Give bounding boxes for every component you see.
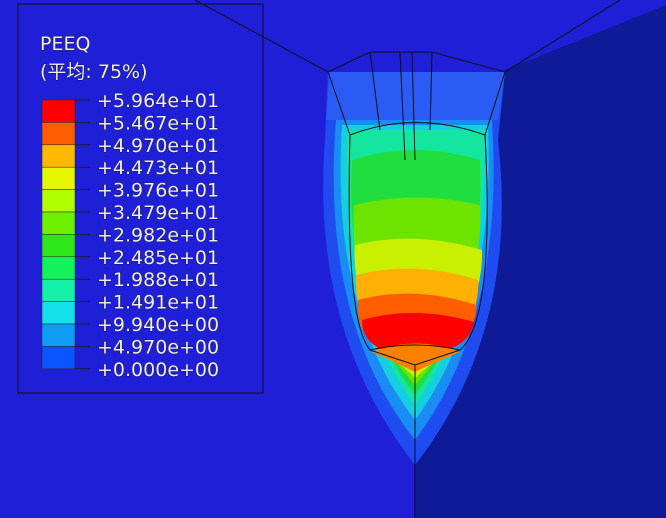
legend-swatch xyxy=(41,278,76,302)
legend-swatch xyxy=(41,346,76,370)
legend-swatch xyxy=(41,166,76,190)
legend-swatch xyxy=(41,234,76,258)
legend-swatch xyxy=(41,122,76,146)
legend-swatch xyxy=(41,189,76,213)
legend-swatch xyxy=(41,323,76,347)
legend: PEEQ (平均: 75%) +5.964e+01+5.467e+01+4.97… xyxy=(40,33,220,381)
legend-label: +3.976e+01 xyxy=(97,180,219,202)
legend-label: +2.485e+01 xyxy=(97,247,219,269)
legend-label: +2.982e+01 xyxy=(97,224,219,246)
dark-region xyxy=(415,5,666,518)
legend-label: +1.491e+01 xyxy=(97,292,219,314)
legend-swatch xyxy=(41,144,76,168)
legend-label: +0.000e+00 xyxy=(97,359,219,381)
legend-swatch xyxy=(41,211,76,235)
legend-label: +4.970e+01 xyxy=(97,135,219,157)
legend-label: +5.964e+01 xyxy=(97,90,219,112)
legend-label: +5.467e+01 xyxy=(97,112,219,134)
legend-swatch xyxy=(41,256,76,280)
legend-swatch xyxy=(41,99,76,123)
legend-label: +4.970e+00 xyxy=(97,336,219,358)
legend-label: +4.473e+01 xyxy=(97,157,219,179)
legend-frame xyxy=(17,3,264,394)
legend-title: PEEQ xyxy=(40,33,90,55)
contour xyxy=(323,72,505,465)
legend-label: +1.988e+01 xyxy=(97,269,219,291)
legend-subtitle: (平均: 75%) xyxy=(40,61,148,83)
legend-swatch xyxy=(41,301,76,325)
legend-label: +3.479e+01 xyxy=(97,202,219,224)
mesh-lines xyxy=(194,0,621,518)
legend-label: +9.940e+00 xyxy=(97,314,219,336)
